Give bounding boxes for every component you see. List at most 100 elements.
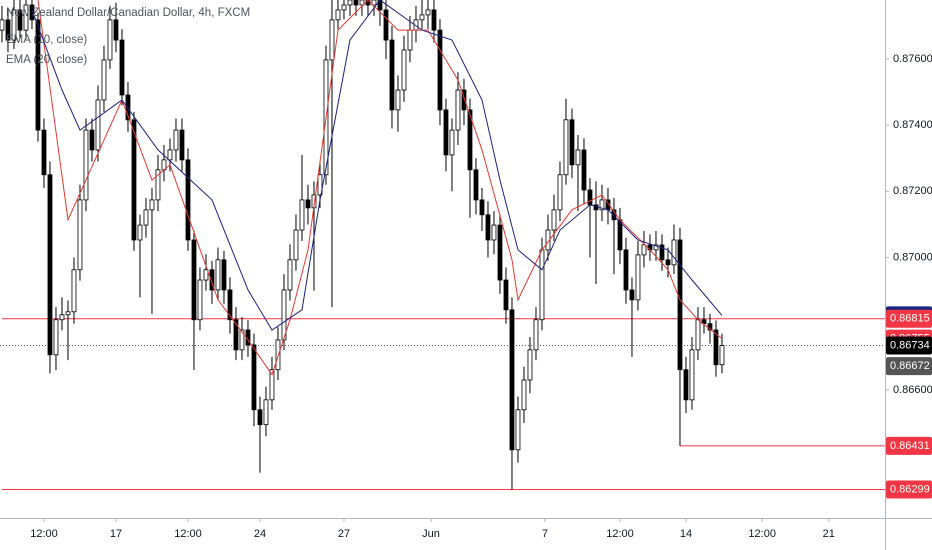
y-tick-label: 0.87200	[893, 185, 932, 197]
candle-body	[503, 279, 509, 311]
candle-body	[485, 214, 491, 241]
price-label: 0.86734	[890, 339, 930, 351]
candle-body	[293, 229, 299, 261]
x-tick-label: 7	[542, 528, 548, 540]
price-label: 0.86431	[890, 440, 930, 452]
candle-body	[641, 244, 647, 256]
x-tick-label: 12:00	[30, 528, 58, 540]
candle-body	[407, 29, 413, 51]
y-tick-label: 0.87000	[893, 251, 932, 263]
candle-body	[53, 319, 59, 356]
candle-body	[0, 19, 5, 31]
candle-body	[623, 249, 629, 291]
candle-body	[281, 289, 287, 341]
price-label-bg	[886, 336, 932, 355]
candle-body	[443, 109, 449, 156]
candle-body	[77, 199, 83, 271]
candle-body	[113, 19, 119, 41]
candle-body	[167, 149, 173, 161]
candle-body	[707, 323, 713, 331]
candle-body	[635, 254, 641, 301]
candle-body	[539, 249, 545, 321]
candle-body	[35, 19, 41, 131]
candle-body	[41, 129, 47, 176]
candle-body	[587, 189, 593, 206]
candle-body	[185, 159, 191, 241]
candle-body	[329, 19, 335, 61]
candle-body	[305, 199, 311, 209]
legend-entry: EMA (20, close)	[6, 54, 87, 66]
candle-body	[629, 289, 635, 301]
candle-body	[131, 119, 137, 241]
candle-body	[65, 311, 71, 316]
candle-body	[347, 0, 353, 6]
price-label: 0.86815	[890, 313, 930, 325]
candle-body	[191, 239, 197, 321]
plot-area	[0, 0, 885, 491]
candle-body	[401, 49, 407, 91]
x-tick-label: 27	[338, 528, 350, 540]
candle-body	[197, 279, 203, 321]
candle-body	[689, 349, 695, 401]
candle-body	[521, 379, 527, 411]
candle-body	[317, 174, 323, 196]
candle-body	[341, 4, 347, 11]
candle-body	[17, 9, 23, 31]
y-tick-label: 0.87400	[893, 119, 932, 131]
candle-body	[221, 259, 227, 291]
candle-body	[569, 119, 575, 166]
candle-body	[299, 199, 305, 231]
candle-body	[653, 244, 659, 251]
y-tick-label: 0.87600	[893, 53, 932, 65]
x-tick-label: 12:00	[174, 528, 202, 540]
candle-body	[209, 269, 215, 291]
candle-body	[125, 94, 131, 121]
candle-body	[575, 149, 581, 166]
candle-body	[659, 244, 665, 261]
candle-body	[23, 4, 29, 31]
candle-body	[527, 349, 533, 381]
x-tick-label: 24	[254, 528, 266, 540]
candle-body	[491, 224, 497, 241]
candle-body	[263, 399, 269, 426]
candle-body	[461, 89, 467, 111]
candle-body	[533, 319, 539, 351]
x-tick-label: Jun	[422, 528, 440, 540]
candle-body	[437, 29, 443, 111]
price-label: 0.86299	[890, 483, 930, 495]
candle-body	[563, 119, 569, 176]
candle-body	[287, 259, 293, 291]
candle-body	[713, 329, 719, 366]
candle-body	[425, 9, 431, 16]
candle-body	[467, 109, 473, 171]
candle-body	[701, 319, 707, 325]
price-label-bg	[886, 357, 932, 376]
candle-body	[101, 59, 107, 101]
chart-title: New Zealand Dollar/Canadian Dollar, 4h, …	[6, 7, 250, 19]
candle-body	[557, 174, 563, 211]
candle-body	[383, 9, 389, 41]
candle-body	[335, 9, 341, 21]
candle-body	[233, 319, 239, 351]
price-label: 0.86672	[890, 360, 930, 372]
candle-body	[455, 89, 461, 131]
candle-body	[71, 269, 77, 313]
candle-body	[551, 209, 557, 231]
legend-entry: EMA (10, close)	[6, 34, 87, 46]
candle-body	[227, 289, 233, 321]
candle-body	[599, 199, 605, 211]
candle-body	[683, 369, 689, 401]
candle-body	[473, 169, 479, 201]
candle-body	[389, 39, 395, 111]
candle-body	[497, 224, 503, 281]
candle-body	[479, 199, 485, 216]
candle-body	[155, 169, 161, 201]
candle-body	[149, 199, 155, 211]
candle-body	[89, 129, 95, 151]
price-label-bg	[886, 309, 932, 328]
candle-body	[395, 89, 401, 111]
candle-body	[581, 149, 587, 191]
candle-body	[119, 39, 125, 96]
